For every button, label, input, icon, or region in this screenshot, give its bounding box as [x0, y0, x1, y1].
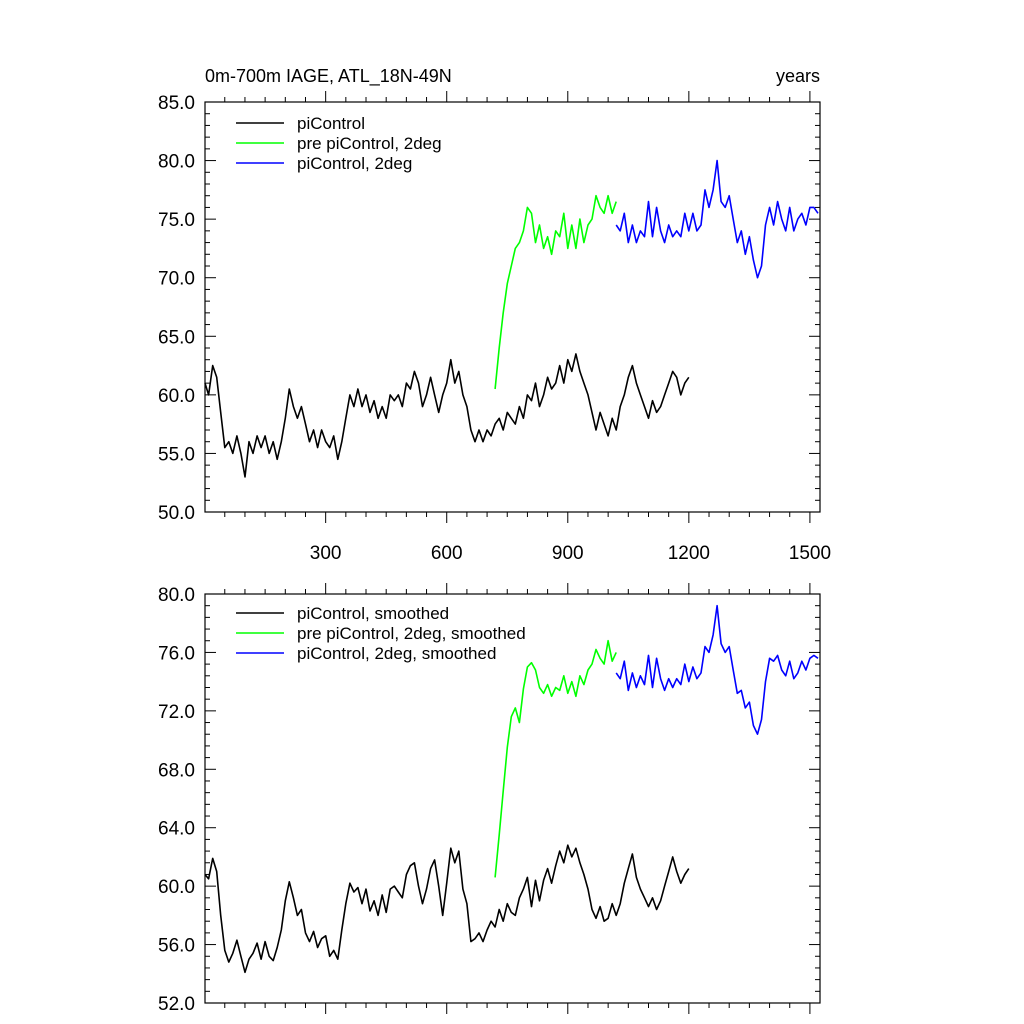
top-series-picontrol: [205, 354, 689, 477]
top-xtick-label: 1200: [668, 543, 710, 564]
bottom-series-picontrol: [205, 845, 689, 972]
top-xtick-label: 300: [310, 543, 342, 564]
bottom-legend: piControl, smoothed pre piControl, 2deg,…: [236, 604, 526, 663]
top-panel-title: 0m-700m IAGE, ATL_18N-49N: [205, 66, 452, 87]
top-ytick-label: 55.0: [158, 444, 195, 465]
bottom-legend-label-picontrol-2deg: piControl, 2deg, smoothed: [297, 644, 496, 663]
top-legend-label-picontrol-2deg: piControl, 2deg: [297, 154, 412, 173]
figure: 52.0 56.0 60.0 64.0 68.0 72.0 76.0 80.0 50.0 55.0…: [0, 0, 1024, 1024]
top-ytick-label: 60.0: [158, 386, 195, 407]
top-legend-label-picontrol: piControl: [297, 114, 365, 133]
bottom-legend-label-picontrol: piControl, smoothed: [297, 604, 449, 623]
bottom-ytick-label: 76.0: [158, 643, 195, 664]
bottom-ytick-label: 64.0: [158, 819, 195, 840]
top-xtick-label: 1500: [789, 543, 831, 564]
top-legend-label-pre-picontrol: pre piControl, 2deg: [297, 134, 442, 153]
bottom-series-picontrol-2deg: [616, 606, 818, 735]
top-panel: 50.0 55.0 60.0 65.0 70.0 75.0 80.0 85.0 300 600 90…: [158, 91, 831, 564]
bottom-ytick-label: 52.0: [158, 994, 195, 1015]
bottom-ytick-label: 60.0: [158, 877, 195, 898]
bottom-ytick-label: 56.0: [158, 936, 195, 957]
top-xtick-label: 600: [431, 543, 463, 564]
top-ytick-label: 80.0: [158, 152, 195, 173]
top-series-pre-picontrol: [495, 196, 616, 389]
bottom-ytick-label: 68.0: [158, 760, 195, 781]
bottom-ytick-label: 72.0: [158, 702, 195, 723]
top-ytick-label: 70.0: [158, 269, 195, 290]
bottom-series-pre-picontrol: [495, 641, 616, 878]
top-ytick-label: 50.0: [158, 503, 195, 524]
top-panel-units: years: [776, 66, 820, 86]
top-series-picontrol-2deg: [616, 161, 818, 278]
bottom-legend-label-pre-picontrol: pre piControl, 2deg, smoothed: [297, 624, 526, 643]
top-legend: piControl pre piControl, 2deg piControl,…: [236, 114, 442, 173]
top-ytick-label: 65.0: [158, 327, 195, 348]
top-ytick-label: 75.0: [158, 210, 195, 231]
top-xtick-label: 900: [552, 543, 584, 564]
bottom-ytick-label: 80.0: [158, 585, 195, 606]
top-ytick-label: 85.0: [158, 93, 195, 114]
